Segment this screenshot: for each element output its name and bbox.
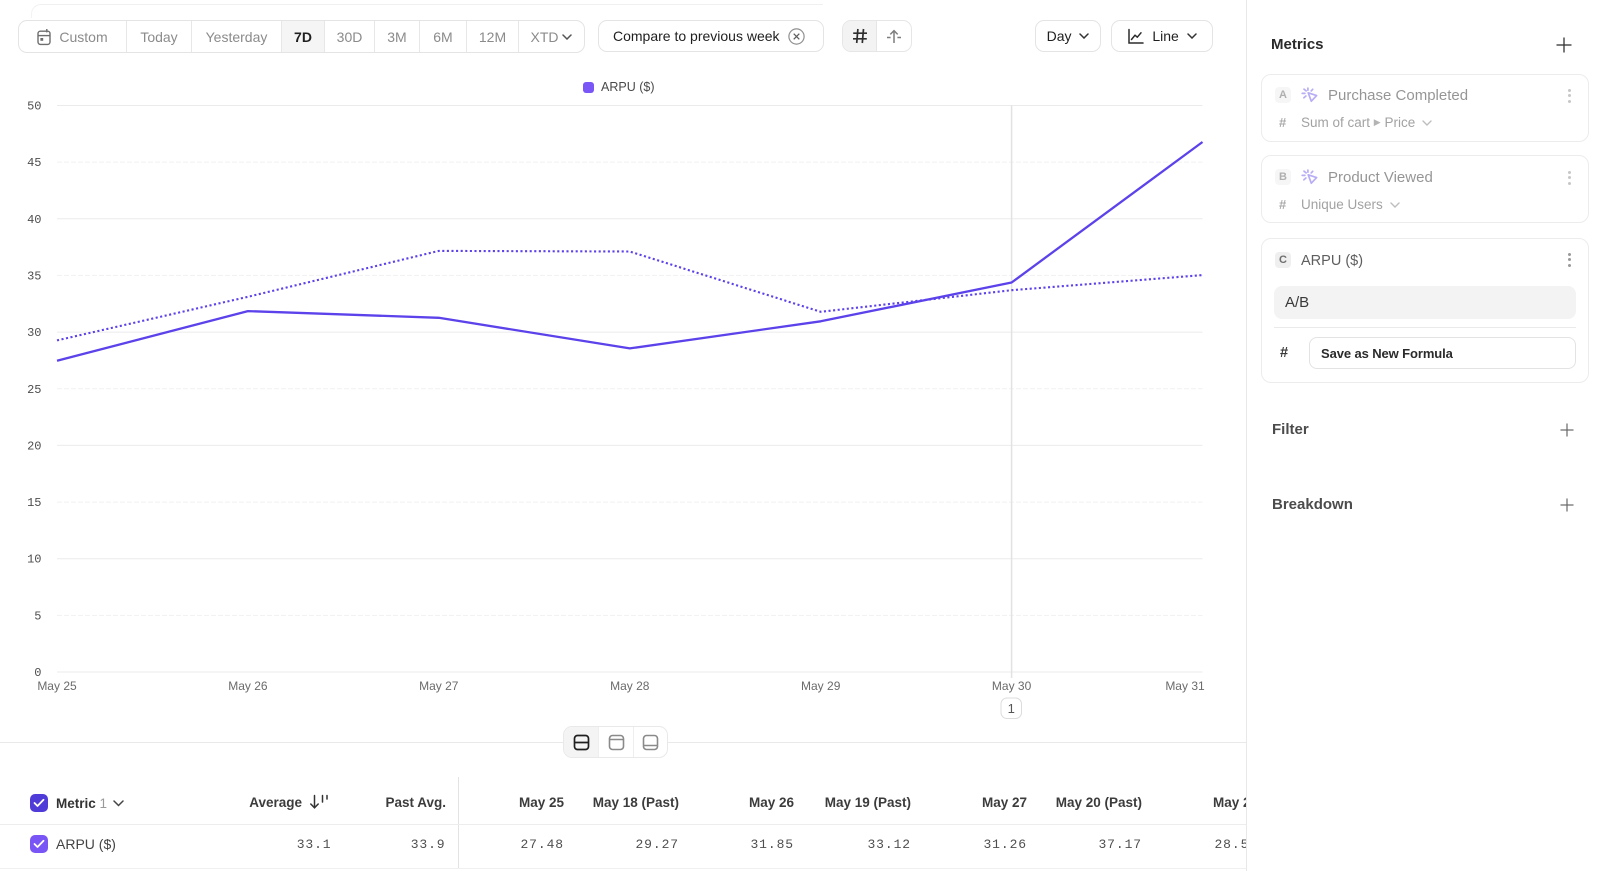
svg-text:May 25: May 25 [37,679,77,693]
svg-text:35: 35 [27,269,41,283]
svg-text:50: 50 [27,100,41,114]
svg-text:20: 20 [27,439,41,453]
svg-text:25: 25 [27,383,41,397]
svg-text:1: 1 [1008,701,1015,716]
svg-text:May 26: May 26 [228,679,268,693]
svg-text:May 27: May 27 [419,679,459,693]
svg-text:30: 30 [27,326,41,340]
svg-text:40: 40 [27,213,41,227]
svg-text:May 31: May 31 [1165,679,1205,693]
svg-text:May 29: May 29 [801,679,841,693]
svg-text:5: 5 [34,609,41,623]
svg-text:10: 10 [27,553,41,567]
svg-text:May 30: May 30 [992,679,1032,693]
svg-text:May 28: May 28 [610,679,650,693]
svg-text:15: 15 [27,496,41,510]
svg-text:0: 0 [34,666,41,680]
svg-text:45: 45 [27,156,41,170]
